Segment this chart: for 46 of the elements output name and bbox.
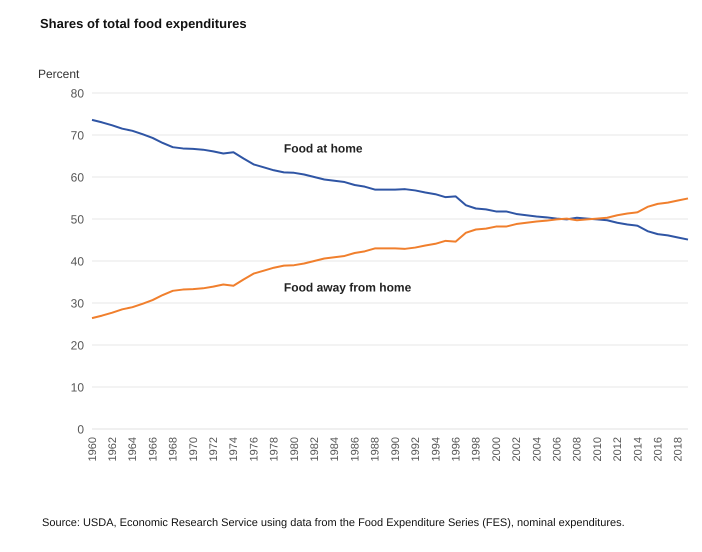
x-tick-label: 2014 xyxy=(632,437,644,462)
x-tick-label: 1998 xyxy=(470,437,483,462)
x-tick-label: 1968 xyxy=(168,437,180,462)
x-tick-label: 1970 xyxy=(188,437,200,462)
y-tick-label: 30 xyxy=(70,296,84,310)
x-tick-label: 1988 xyxy=(370,437,382,462)
x-tick-label: 2008 xyxy=(572,437,584,462)
x-tick-label: 1996 xyxy=(450,437,462,462)
x-tick-label: 1964 xyxy=(127,437,140,462)
x-tick-label: 1982 xyxy=(309,437,322,462)
x-tick-label: 1992 xyxy=(410,437,422,462)
line-series xyxy=(91,118,689,241)
x-tick-label: 2006 xyxy=(551,437,564,462)
x-tick-label: 1990 xyxy=(390,437,402,462)
y-tick-label: 50 xyxy=(70,212,84,226)
x-tick-label: 1986 xyxy=(349,437,362,462)
x-tick-label: 1962 xyxy=(107,437,120,462)
x-tick-label: 1994 xyxy=(430,437,442,462)
series-label: Food at home xyxy=(284,141,363,156)
y-tick-label: 40 xyxy=(70,254,84,268)
x-tick-label: 1984 xyxy=(329,437,342,462)
x-tick-label: 2016 xyxy=(652,437,665,462)
x-tick-label: 1960 xyxy=(86,437,99,462)
y-tick-label: 0 xyxy=(77,422,84,436)
y-tick-label: 20 xyxy=(70,338,84,352)
x-tick-label: 2004 xyxy=(531,437,544,462)
y-tick-label: 80 xyxy=(70,86,84,100)
chart-title: Shares of total food expenditures xyxy=(40,16,248,31)
y-tick-label: 10 xyxy=(70,380,84,394)
x-tick-label: 1978 xyxy=(268,437,281,462)
x-tick-label: 2010 xyxy=(592,437,604,462)
x-tick-label: 1966 xyxy=(147,437,160,462)
x-tick-label: 1980 xyxy=(288,437,301,462)
x-tick-label: 2000 xyxy=(490,437,503,462)
x-tick-label: 2012 xyxy=(612,437,624,462)
x-tick-label: 2002 xyxy=(511,437,524,462)
series-label: Food away from home xyxy=(284,280,412,295)
y-axis-title: Percent xyxy=(38,67,80,81)
y-tick-label: 60 xyxy=(70,170,84,184)
x-tick-label: 1976 xyxy=(248,437,260,462)
line-series xyxy=(91,197,689,320)
x-tick-label: 1972 xyxy=(208,437,220,462)
source-note: Source: USDA, Economic Research Service using data from the Food Expenditure Series (FES), nominal expenditures. xyxy=(42,517,626,529)
x-tick-label: 2018 xyxy=(672,437,685,462)
y-tick-label: 70 xyxy=(70,128,84,142)
x-tick-label: 1974 xyxy=(228,437,240,462)
